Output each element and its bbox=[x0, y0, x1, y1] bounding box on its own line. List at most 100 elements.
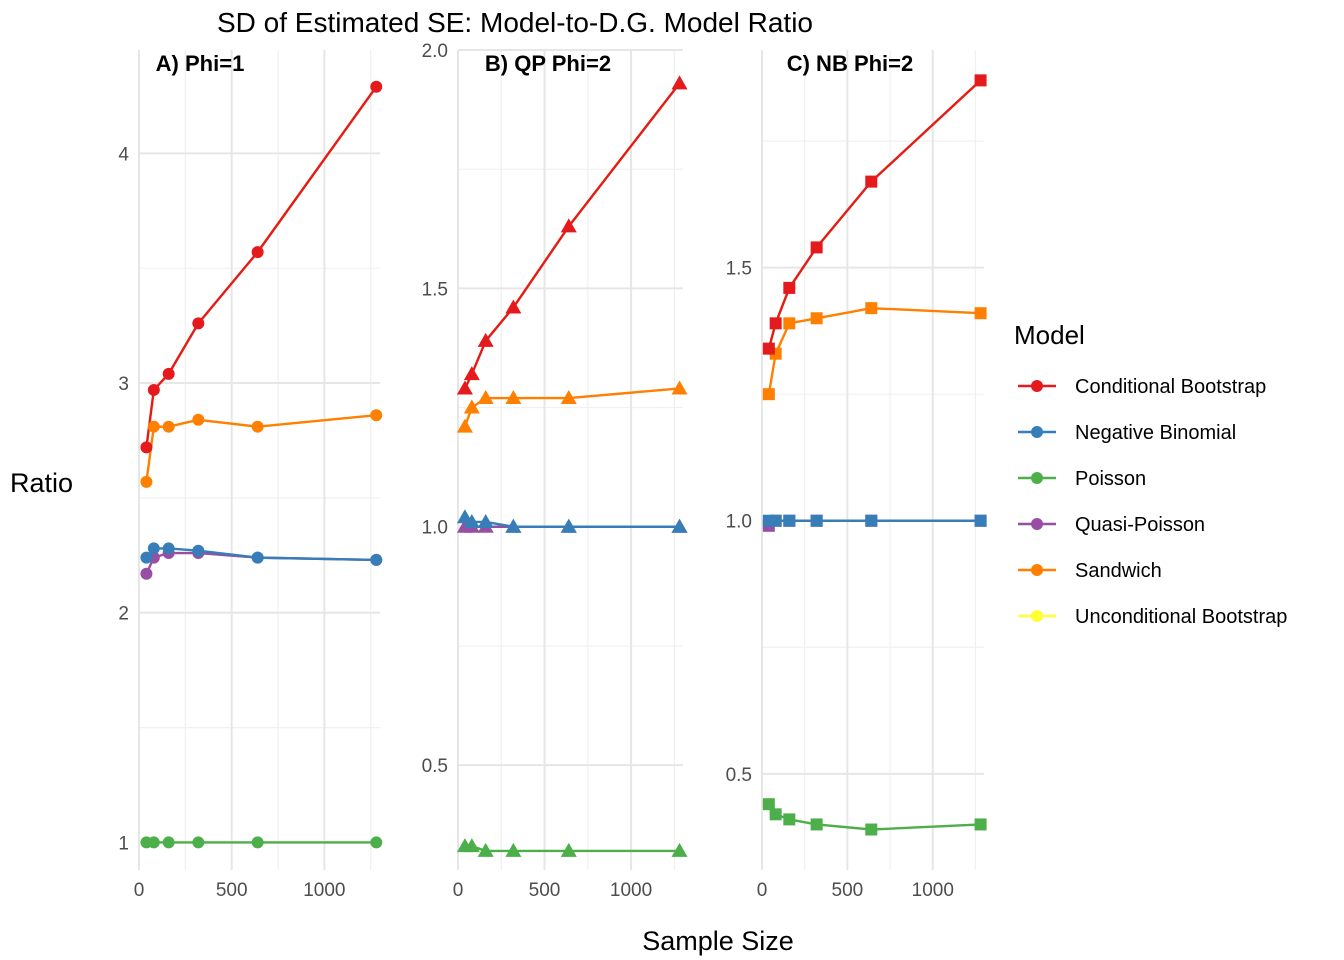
y-tick-label: 1.5 bbox=[726, 259, 752, 280]
data-point-poisson bbox=[769, 808, 782, 821]
x-tick-label: 1000 bbox=[303, 880, 345, 901]
legend-marker-swatch bbox=[1031, 426, 1043, 438]
data-point-poisson bbox=[147, 836, 160, 849]
legend-marker-swatch bbox=[1031, 564, 1043, 576]
data-point-poisson bbox=[162, 836, 175, 849]
legend-label: Quasi-Poisson bbox=[1075, 514, 1205, 536]
data-point-negative-binomial bbox=[147, 542, 160, 555]
panel-title: C) NB Phi=2 bbox=[787, 51, 914, 76]
data-point-negative-binomial bbox=[477, 513, 494, 528]
panel-title: B) QP Phi=2 bbox=[485, 51, 611, 76]
data-point-sandwich bbox=[147, 420, 160, 433]
data-point-poisson bbox=[477, 842, 494, 857]
legend-item-poisson: Poisson bbox=[1018, 468, 1146, 490]
data-point-sandwich bbox=[505, 390, 522, 405]
data-point-negative-binomial bbox=[140, 551, 153, 564]
data-point-poisson bbox=[810, 818, 823, 831]
data-point-poisson bbox=[974, 818, 987, 831]
data-point-sandwich bbox=[162, 420, 175, 433]
data-point-sandwich bbox=[477, 390, 494, 405]
data-point-sandwich bbox=[140, 475, 153, 488]
y-tick-label: 1.0 bbox=[726, 512, 752, 533]
data-point-poisson bbox=[463, 838, 480, 853]
data-point-conditional-bootstrap bbox=[769, 317, 782, 330]
data-point-conditional-bootstrap bbox=[162, 367, 175, 380]
data-point-poisson bbox=[671, 842, 688, 857]
data-point-conditional-bootstrap bbox=[251, 246, 264, 259]
data-point-conditional-bootstrap bbox=[671, 75, 688, 90]
legend-marker-swatch bbox=[1031, 380, 1043, 392]
series-line-sandwich bbox=[767, 306, 981, 395]
data-point-sandwich bbox=[974, 307, 987, 320]
data-point-negative-binomial bbox=[560, 518, 577, 533]
data-point-negative-binomial bbox=[192, 544, 205, 557]
x-tick-label: 500 bbox=[529, 880, 561, 901]
data-point-negative-binomial bbox=[251, 551, 264, 564]
data-point-quasi-poisson bbox=[140, 567, 153, 580]
series-line-conditional-bootstrap bbox=[145, 86, 378, 448]
chart-title: SD of Estimated SE: Model-to-D.G. Model … bbox=[217, 7, 813, 38]
legend-marker-swatch bbox=[1031, 610, 1043, 622]
y-tick-label: 2 bbox=[118, 604, 129, 625]
y-tick-label: 3 bbox=[118, 374, 129, 395]
y-tick-label: 1.5 bbox=[422, 279, 448, 300]
data-point-negative-binomial bbox=[671, 518, 688, 533]
data-point-sandwich bbox=[192, 413, 205, 426]
data-point-conditional-bootstrap bbox=[783, 281, 796, 294]
legend-label: Sandwich bbox=[1075, 560, 1162, 582]
legend-item-quasi-poisson: Quasi-Poisson bbox=[1018, 514, 1205, 536]
data-point-sandwich bbox=[762, 388, 775, 401]
data-point-negative-binomial bbox=[865, 514, 878, 527]
legend: Model Conditional Bootstrap Negative Bino… bbox=[1014, 320, 1287, 628]
legend-title: Model bbox=[1014, 320, 1085, 350]
data-point-sandwich bbox=[783, 317, 796, 330]
legend-item-negative-binomial: Negative Binomial bbox=[1018, 422, 1236, 444]
data-point-negative-binomial bbox=[505, 518, 522, 533]
data-point-sandwich bbox=[865, 302, 878, 315]
legend-label: Unconditional Bootstrap bbox=[1075, 606, 1287, 628]
x-tick-label: 1000 bbox=[610, 880, 652, 901]
data-point-sandwich bbox=[251, 420, 264, 433]
legend-label: Negative Binomial bbox=[1075, 422, 1236, 444]
y-tick-label: 1 bbox=[118, 833, 129, 854]
series-line-conditional-bootstrap bbox=[463, 82, 681, 390]
data-point-sandwich bbox=[370, 409, 383, 422]
series-line-sandwich bbox=[145, 414, 377, 482]
legend-label: Poisson bbox=[1075, 468, 1146, 490]
data-point-negative-binomial bbox=[769, 514, 782, 527]
panel-1: 0 500 1000 1 2 3 4 A) Phi=1 bbox=[118, 50, 383, 901]
data-point-conditional-bootstrap bbox=[463, 366, 480, 381]
data-point-sandwich bbox=[463, 399, 480, 414]
y-tick-label: 1.0 bbox=[422, 518, 448, 539]
y-tick-label: 2.0 bbox=[422, 41, 448, 62]
y-axis-title: Ratio bbox=[10, 468, 73, 498]
series-line-unconditional-bootstrap bbox=[145, 86, 378, 448]
data-point-conditional-bootstrap bbox=[370, 80, 383, 93]
x-tick-label: 500 bbox=[216, 880, 248, 901]
data-point-poisson bbox=[560, 842, 577, 857]
data-point-negative-binomial bbox=[162, 542, 175, 555]
data-point-negative-binomial bbox=[810, 514, 823, 527]
x-tick-label: 1000 bbox=[912, 880, 954, 901]
x-tick-label: 0 bbox=[134, 880, 145, 901]
data-point-sandwich bbox=[671, 380, 688, 395]
panels: 0 500 1000 1 2 3 4 A) Phi=1 0 500 1000 0.5 1.0 1.5 2.0… bbox=[118, 41, 987, 901]
series-line-unconditional-bootstrap bbox=[463, 82, 681, 390]
x-tick-label: 0 bbox=[453, 880, 464, 901]
legend-item-sandwich: Sandwich bbox=[1018, 560, 1162, 582]
data-point-poisson bbox=[783, 813, 796, 826]
legend-marker-swatch bbox=[1031, 472, 1043, 484]
data-point-sandwich bbox=[810, 312, 823, 325]
data-point-conditional-bootstrap bbox=[974, 74, 987, 87]
data-point-poisson bbox=[762, 798, 775, 811]
data-point-conditional-bootstrap bbox=[456, 380, 473, 395]
y-tick-label: 0.5 bbox=[422, 756, 448, 777]
data-point-sandwich bbox=[560, 390, 577, 405]
legend-label: Conditional Bootstrap bbox=[1075, 376, 1266, 398]
data-point-conditional-bootstrap bbox=[505, 299, 522, 314]
data-point-conditional-bootstrap bbox=[147, 383, 160, 396]
data-point-poisson bbox=[192, 836, 205, 849]
data-point-poisson bbox=[370, 836, 383, 849]
data-point-negative-binomial bbox=[783, 514, 796, 527]
